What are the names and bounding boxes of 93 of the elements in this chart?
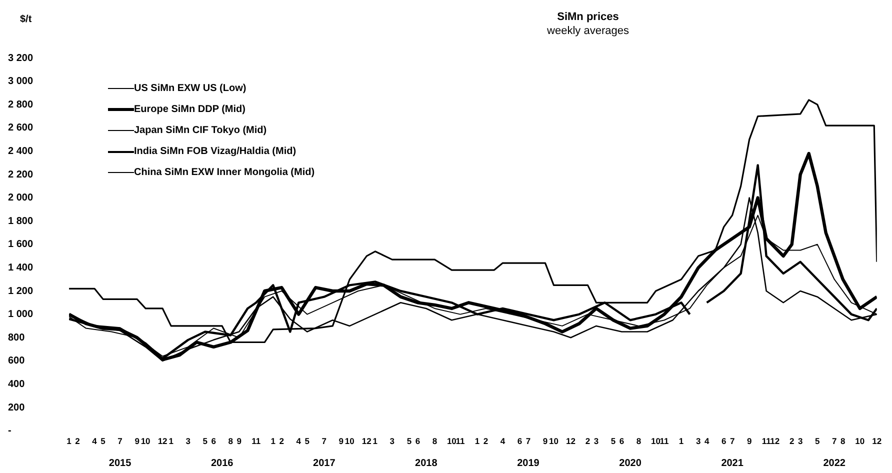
x-tick-label: 1	[372, 436, 378, 446]
legend-label: Japan SiMn CIF Tokyo (Mid)	[134, 125, 267, 136]
x-tick-label: 3	[696, 436, 701, 446]
x2-tick-label: 2018	[415, 458, 438, 469]
x-tick-label: 7	[526, 436, 531, 446]
y-tick-label: 1 800	[8, 216, 34, 227]
x-tick-label: 8	[636, 436, 642, 446]
chart-subtitle: weekly averages	[546, 24, 630, 38]
y-tick-label: 600	[8, 356, 26, 367]
x-tick-label: 10	[651, 436, 661, 446]
x-tick-label: 8	[228, 436, 234, 446]
y-tick-label: 800	[8, 332, 26, 344]
x-tick-label: 3	[594, 436, 599, 446]
y-tick-label: 1 200	[8, 286, 34, 297]
x-tick-label: 7	[832, 436, 837, 446]
y-tick-label: 3 000	[8, 76, 34, 88]
x-tick-label: 12	[872, 436, 882, 446]
x-tick-label: 2	[585, 436, 590, 446]
x-tick-label: 1	[168, 436, 174, 446]
chart-title: SiMn prices	[556, 10, 620, 24]
x-tick-label: 11	[660, 436, 670, 446]
x-tick-label: 1	[474, 436, 480, 446]
legend-label: US SiMn EXW US (Low)	[134, 83, 246, 94]
x-tick-label: 1	[66, 436, 72, 446]
legend-label: Europe SiMn DDP (Mid)	[134, 104, 246, 115]
x-tick-label: 4	[704, 436, 710, 446]
x2-tick-label: 2019	[517, 458, 540, 469]
x-tick-label: 4	[500, 436, 506, 446]
y-tick-label: 1 400	[8, 262, 34, 274]
x-tick-label: 11	[252, 436, 261, 446]
x2-tick-label: 2020	[619, 458, 642, 469]
x-tick-label: 5	[814, 436, 820, 446]
x-tick-label: 8	[840, 436, 846, 446]
x-tick-label: 1	[678, 436, 684, 446]
y-tick-label: 2 800	[8, 99, 34, 110]
x-tick-label: 6	[721, 436, 726, 446]
x-tick-label: 10	[446, 436, 457, 446]
x-tick-label: 5	[406, 436, 412, 446]
x-tick-label: 11	[456, 436, 465, 446]
x-tick-label: 2	[483, 436, 488, 446]
x-tick-label: 6	[619, 436, 624, 446]
x-tick-label: 12	[362, 436, 372, 446]
x-tick-label: 10	[140, 436, 151, 446]
x-tick-label: 10	[344, 436, 355, 446]
x-tick-label: 2	[789, 436, 794, 446]
x2-tick-label: 2017	[313, 458, 336, 469]
x-tick-label: 3	[798, 436, 803, 446]
x-tick-label: 5	[202, 436, 208, 446]
x-tick-label: 9	[236, 436, 242, 446]
x-tick-label: 9	[134, 436, 140, 446]
x-tick-label: 5	[100, 436, 106, 446]
x-tick-label: 7	[730, 436, 735, 446]
x-tick-label: 2	[279, 436, 284, 446]
x-tick-label: 12	[566, 436, 576, 446]
y-tick-label: 2 400	[8, 146, 34, 157]
x2-tick-label: 2022	[823, 458, 846, 469]
x-tick-label: 6	[415, 436, 420, 446]
x-tick-label: 5	[304, 436, 310, 446]
x-tick-label: 3	[390, 436, 395, 446]
x-tick-label: 9	[542, 436, 548, 446]
x-tick-label: 10	[549, 436, 559, 446]
x-tick-label: 10	[855, 436, 865, 446]
y-tick-label: -	[8, 426, 12, 437]
x-tick-label: 4	[296, 436, 302, 446]
x-tick-label: 8	[432, 436, 438, 446]
x2-tick-label: 2021	[721, 458, 744, 469]
y-tick-label: 3 200	[8, 52, 34, 64]
x-tick-label: 9	[338, 436, 344, 446]
y-tick-label: 200	[8, 402, 26, 414]
x-tick-label: 6	[211, 436, 216, 446]
x-tick-label: 12	[158, 436, 168, 446]
x-tick-label: 4	[92, 436, 98, 446]
x-tick-label: 6	[517, 436, 522, 446]
x-tick-label: 7	[118, 436, 123, 446]
y-tick-label: 1 600	[8, 239, 34, 250]
x-tick-label: 5	[610, 436, 616, 446]
legend-label: China SiMn EXW Inner Mongolia (Mid)	[134, 167, 315, 178]
y-tick-label: 1 000	[8, 309, 34, 320]
x-tick-label: 2	[75, 436, 80, 446]
x-tick-label: 11	[762, 436, 772, 446]
y-tick-label: 2 200	[8, 169, 34, 180]
x2-tick-label: 2015	[108, 458, 132, 469]
x2-tick-label: 2016	[210, 458, 234, 469]
y-tick-label: 2 000	[8, 192, 34, 204]
y-tick-label: 400	[8, 378, 26, 390]
x-tick-label: 1	[270, 436, 276, 446]
x-tick-label: 7	[322, 436, 327, 446]
y-tick-label: 2 600	[8, 122, 34, 134]
x-tick-label: 3	[186, 436, 191, 446]
legend-label: India SiMn FOB Vizag/Haldia (Mid)	[134, 146, 296, 157]
x-tick-label: 12	[770, 436, 780, 446]
y-axis-title: $/t	[20, 14, 32, 25]
x-tick-label: 9	[746, 436, 752, 446]
